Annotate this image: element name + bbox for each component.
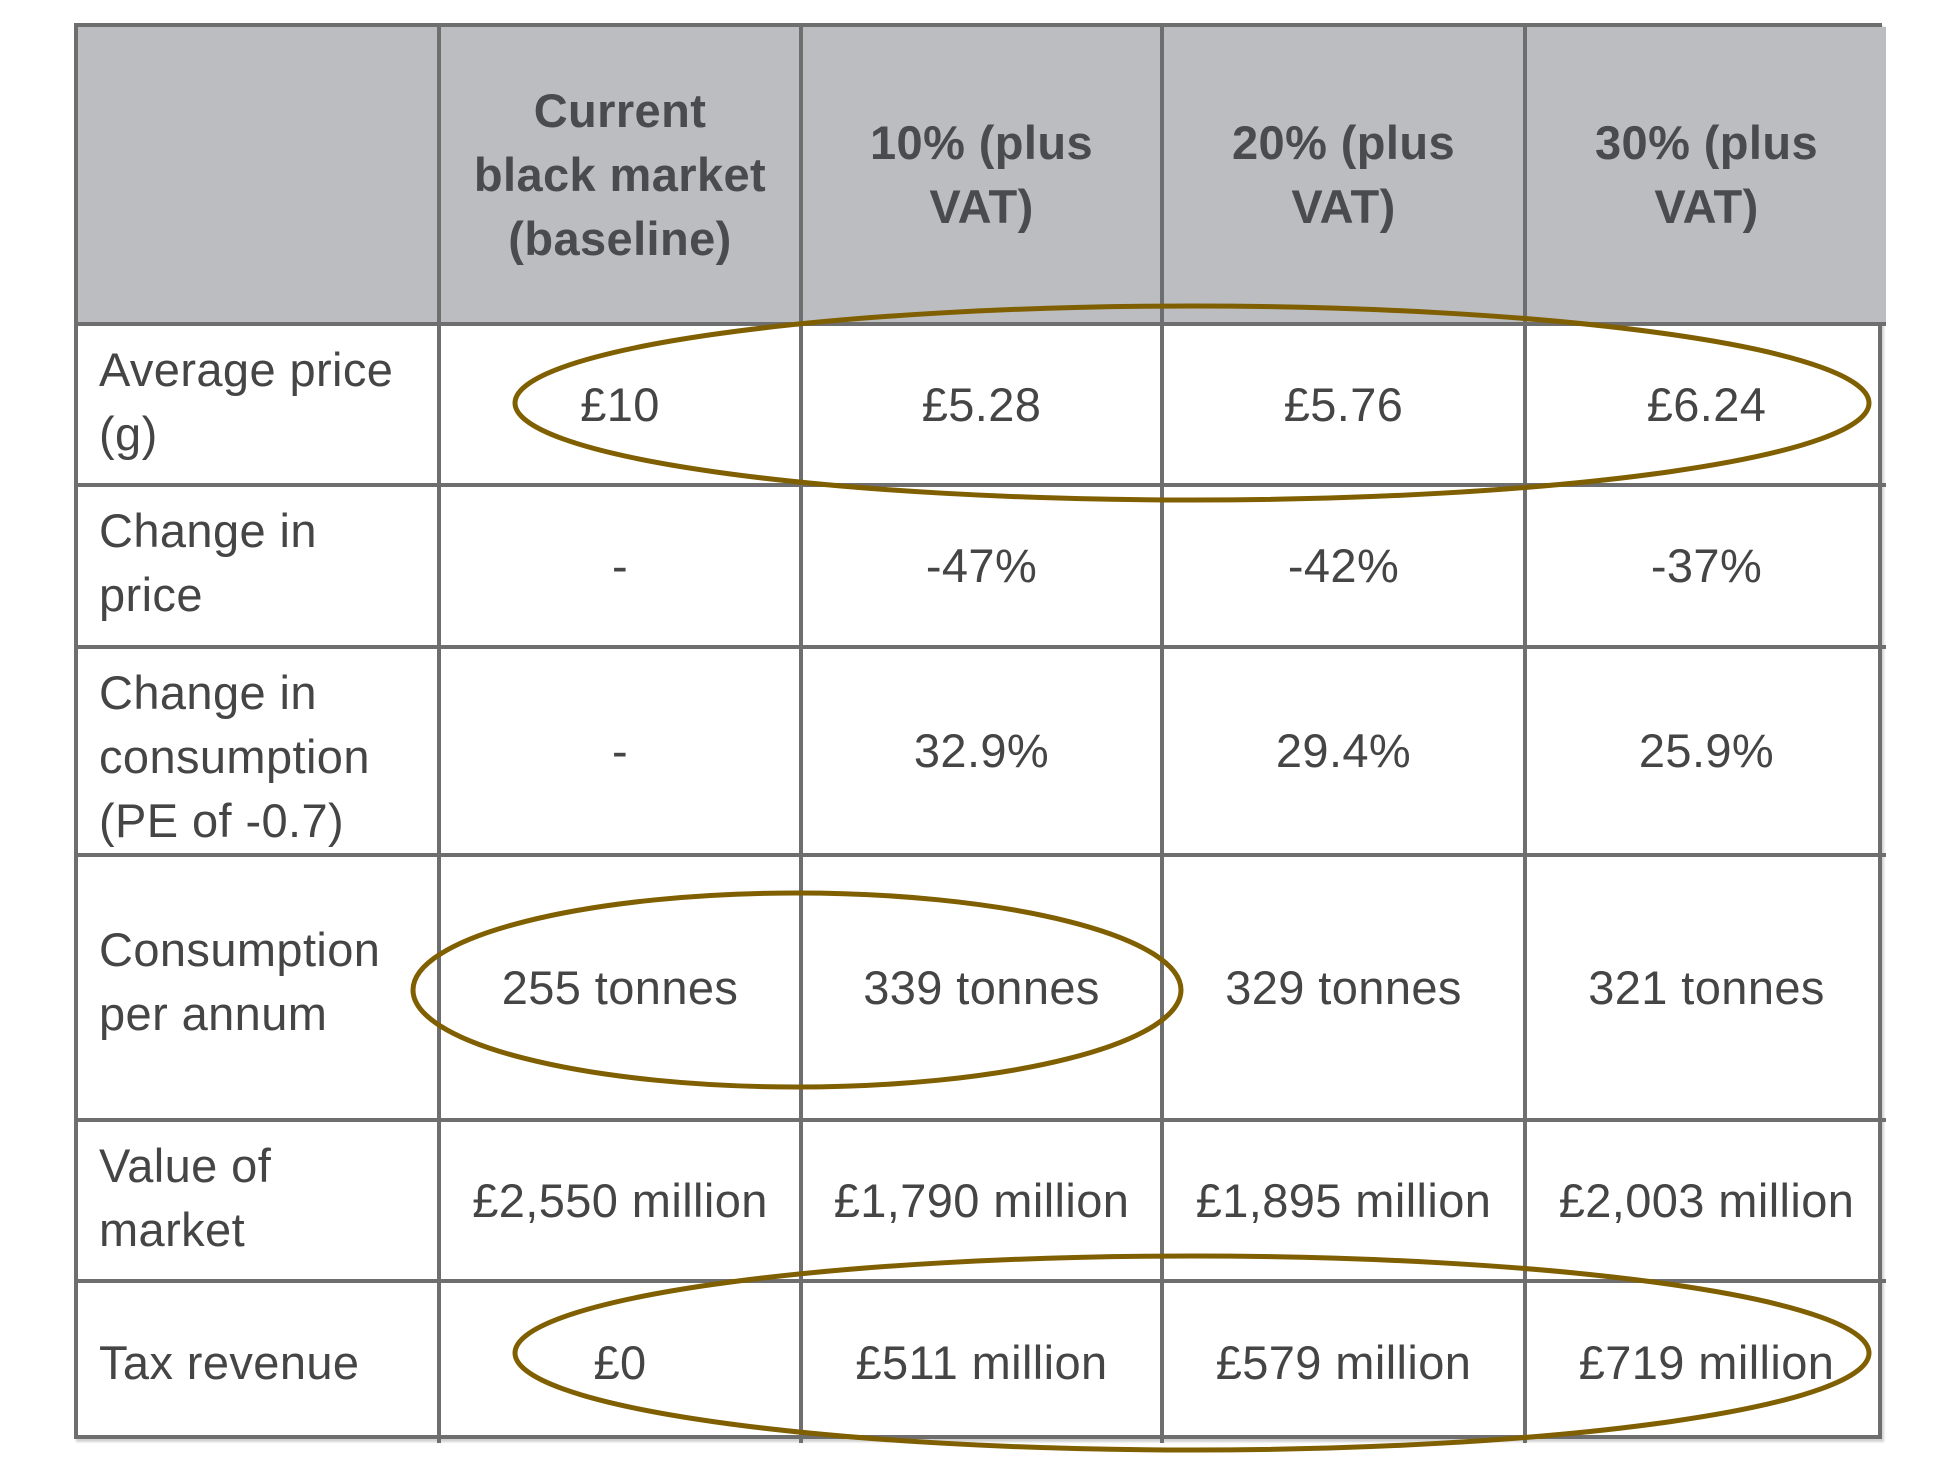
row-label-average-price: Average price (g) (78, 326, 441, 487)
label-line: Value of (99, 1139, 272, 1192)
label-line: Change in (99, 504, 317, 557)
header-cell-20pct: 20% (plus VAT) (1164, 27, 1527, 326)
label-line: Average price (99, 343, 394, 396)
header-cell-empty (78, 27, 441, 326)
table-cell: £6.24 (1527, 326, 1886, 487)
label-line: Tax revenue (99, 1336, 360, 1389)
header-cell-30pct: 30% (plus VAT) (1527, 27, 1886, 326)
table-cell: £719 million (1578, 1336, 1835, 1389)
label-line: price (99, 568, 203, 621)
label-line: (g) (99, 407, 158, 460)
row-label-change-in-consumption: Change in consumption (PE of -0.7) (78, 649, 441, 857)
header-line: VAT) (1654, 179, 1759, 233)
table-cell: - (441, 649, 803, 857)
header-line: VAT) (929, 179, 1034, 233)
table-cell: -47% (803, 487, 1164, 649)
table-cell: £10 (441, 326, 803, 487)
label-line: market (99, 1203, 246, 1256)
header-cell-baseline: Current black market (baseline) (441, 27, 803, 326)
table-cell: -37% (1527, 487, 1886, 649)
table-cell: 255 tonnes (441, 857, 803, 1122)
header-line: (baseline) (508, 211, 732, 265)
table-cell: 339 tonnes (803, 857, 1164, 1122)
header-line: black market (473, 147, 767, 201)
table-cell: £579 million (1164, 1283, 1527, 1443)
table-cell: - (441, 487, 803, 649)
header-line: 30% (plus (1595, 115, 1818, 169)
table-cell: £1,895 million (1164, 1122, 1527, 1283)
table-cell: £5.28 (803, 326, 1164, 487)
table-cell: 29.4% (1164, 649, 1527, 857)
table-cell: £0 (441, 1283, 803, 1443)
table-cell: £5.76 (1164, 326, 1527, 487)
label-line: per annum (99, 986, 328, 1040)
table-cell: £2,003 million (1527, 1122, 1886, 1283)
label-line: consumption (99, 730, 370, 783)
row-label-consumption-per-annum: Consumption per annum (78, 857, 441, 1122)
table-cell: 32.9% (803, 649, 1164, 857)
table-cell: 25.9% (1527, 649, 1886, 857)
table-cell: £1,790 million (803, 1122, 1164, 1283)
label-line: (PE of -0.7) (99, 794, 345, 847)
table-cell: -42% (1164, 487, 1527, 649)
header-line: VAT) (1291, 179, 1396, 233)
header-line: 20% (plus (1232, 115, 1455, 169)
header-cell-10pct: 10% (plus VAT) (803, 27, 1164, 326)
row-label-change-in-price: Change in price (78, 487, 441, 649)
table-cell: £2,550 million (441, 1122, 803, 1283)
row-label-value-of-market: Value of market (78, 1122, 441, 1283)
table-cell: 329 tonnes (1164, 857, 1527, 1122)
row-label-tax-revenue: Tax revenue (78, 1283, 441, 1443)
table-cell: 321 tonnes (1527, 857, 1886, 1122)
tax-scenario-table: Current black market (baseline) 10% (plu… (74, 23, 1886, 1443)
label-line: Change in (99, 666, 317, 719)
header-line: Current (533, 83, 707, 137)
table-cell: £511 million (803, 1283, 1164, 1443)
label-line: Consumption (99, 922, 381, 976)
header-line: 10% (plus (870, 115, 1093, 169)
